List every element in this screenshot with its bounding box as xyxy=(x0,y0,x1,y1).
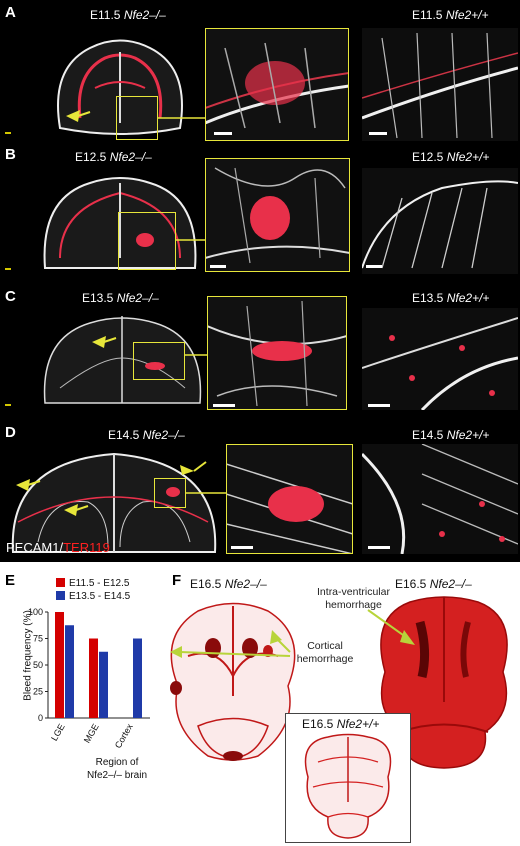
panel-label-E: E xyxy=(5,572,16,589)
zoom-frame-A xyxy=(205,28,349,141)
section-C-wildtype xyxy=(362,308,518,410)
section-A-overview xyxy=(50,28,190,140)
caption-B-left: E12.5 Nfe2–/– xyxy=(75,150,152,164)
scale-bar-A-wildtype xyxy=(369,132,387,135)
section-A-wildtype xyxy=(362,28,518,141)
zoom-box-C xyxy=(133,342,185,380)
zoom-box-D xyxy=(154,478,186,508)
section-B-zoom xyxy=(205,158,350,272)
scale-bar-D-zoom xyxy=(231,546,253,549)
annotation-intraventricular: Intra-ventricular hemorrhage xyxy=(317,586,390,611)
scale-bar-D-wildtype xyxy=(368,546,390,549)
scale-bar-B-overview xyxy=(5,268,11,270)
legend-item-1: E11.5 - E12.5 xyxy=(56,578,129,589)
bar-cortex-series-2 xyxy=(133,638,142,718)
annotation-cortical: Cortical hemorrhage xyxy=(296,640,354,665)
panel-label-C: C xyxy=(5,288,16,305)
panel-label-F: F xyxy=(172,572,182,589)
bar-lge-series-2 xyxy=(65,625,74,718)
y-tick-label: 75 xyxy=(33,634,43,644)
legend-swatch-blue xyxy=(56,591,65,600)
scale-bar-C-wildtype xyxy=(368,404,390,407)
x-tick-label: Cortex xyxy=(113,722,135,750)
x-tick-label: LGE xyxy=(49,722,67,743)
scale-bar-B-wildtype xyxy=(366,265,382,268)
caption-F-left: E16.5 Nfe2–/– xyxy=(190,577,267,591)
zoom-box-B xyxy=(118,212,176,270)
panel-label-B: B xyxy=(5,146,16,163)
section-C-zoom xyxy=(207,296,347,410)
caption-D-left: E14.5 Nfe2–/– xyxy=(108,428,185,442)
bar-mge-series-1 xyxy=(89,638,98,718)
panel-label-D: D xyxy=(5,424,16,441)
section-B-overview xyxy=(40,168,200,276)
legend-item-2: E13.5 - E14.5 xyxy=(56,591,130,602)
section-B-wildtype xyxy=(362,168,518,274)
section-D-zoom xyxy=(226,444,353,554)
chart-x-axis-label: Region of Nfe2–/– brain xyxy=(86,757,148,781)
y-tick-label: 50 xyxy=(33,660,43,670)
brain-F-left xyxy=(158,596,308,766)
zoom-box-A xyxy=(116,96,158,140)
caption-F-bottom: E16.5 Nfe2+/+ xyxy=(302,717,380,731)
section-D-wildtype xyxy=(362,444,518,554)
caption-C-left: E13.5 Nfe2–/– xyxy=(82,291,159,305)
legend-swatch-red xyxy=(56,578,65,587)
bar-mge-series-2 xyxy=(99,651,108,718)
scale-bar-C-overview xyxy=(5,404,11,406)
section-A-zoom xyxy=(205,28,349,141)
stain-legend: PECAM1/TER119 xyxy=(6,540,110,555)
section-C-overview xyxy=(40,308,205,408)
x-tick-label: MGE xyxy=(82,722,101,745)
y-tick-label: 25 xyxy=(33,687,43,697)
caption-A-right: E11.5 Nfe2+/+ xyxy=(412,8,489,22)
y-tick-label: 100 xyxy=(28,607,43,617)
caption-F-right: E16.5 Nfe2–/– xyxy=(395,577,472,591)
zoom-frame-B xyxy=(205,158,350,272)
caption-B-right: E12.5 Nfe2+/+ xyxy=(412,150,490,164)
bleed-frequency-chart: 0 25 50 75 100 LGE MGE Cortex xyxy=(28,607,150,750)
scale-bar-A-overview xyxy=(5,132,11,134)
scale-bar-B-zoom xyxy=(210,265,226,268)
panel-label-A: A xyxy=(5,4,16,21)
caption-D-right: E14.5 Nfe2+/+ xyxy=(412,428,490,442)
brain-F-wildtype xyxy=(298,732,398,840)
y-tick-label: 0 xyxy=(38,713,43,723)
chart-y-axis-label: Bleed frequency (%) xyxy=(22,610,34,701)
zoom-frame-D xyxy=(226,444,353,554)
caption-C-right: E13.5 Nfe2+/+ xyxy=(412,291,490,305)
caption-A-left: E11.5 Nfe2–/– xyxy=(90,8,166,22)
zoom-frame-C xyxy=(207,296,347,410)
bar-lge-series-1 xyxy=(55,612,64,718)
scale-bar-A-zoom xyxy=(214,132,232,135)
scale-bar-C-zoom xyxy=(213,404,235,407)
